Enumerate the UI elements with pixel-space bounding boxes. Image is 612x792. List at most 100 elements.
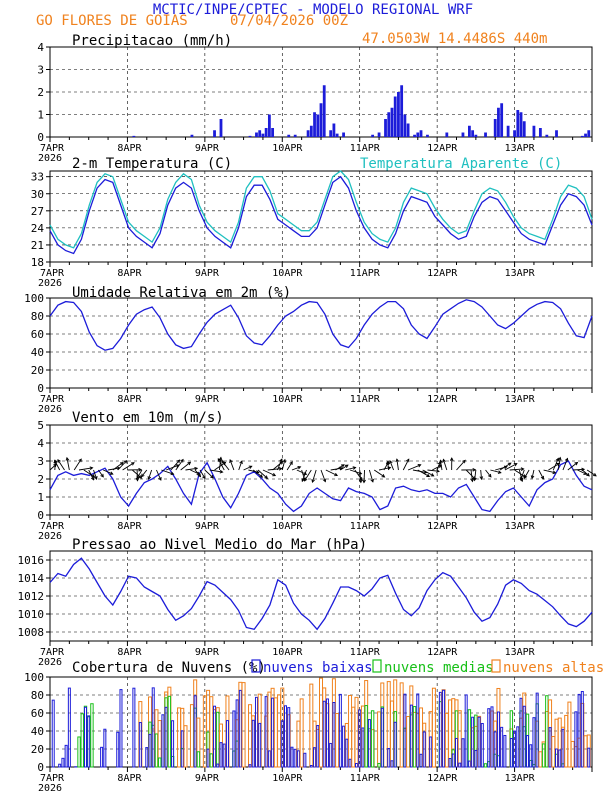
temp-xtick-label: 7APR: [40, 268, 65, 279]
wind-arrow-head: [470, 478, 474, 483]
cloud-mid-bar: [196, 751, 201, 768]
cloud-high-bar: [583, 735, 588, 768]
precip-xtick-label: 7APR: [40, 143, 65, 154]
precip-ytick-label: 1: [37, 109, 44, 122]
cloud-low-bar: [148, 733, 152, 768]
wind-ytick-label: 1: [37, 491, 44, 504]
precip-bar: [400, 85, 404, 137]
wind-arrow-head: [406, 458, 410, 463]
wind-arrow: [103, 469, 113, 475]
wind-arrow: [286, 461, 293, 471]
wind-arrow: [204, 469, 214, 479]
clouds-ytick-label: 40: [31, 725, 44, 738]
precip-bar: [335, 133, 339, 137]
cloud-low-bar: [574, 711, 578, 768]
precip-bar: [190, 134, 194, 137]
precip-bar: [545, 134, 549, 137]
wind-arrow: [112, 462, 124, 471]
clouds-xtick-label: 13APR: [505, 773, 536, 784]
pressure-xtick-label: 10APR: [272, 647, 303, 658]
precip-xtick-label: 11APR: [350, 143, 381, 154]
wind-arrow-head: [187, 461, 192, 466]
wind-arrow-head: [552, 470, 557, 475]
clouds-xtick-label: 8APR: [117, 773, 142, 784]
precip-bar: [403, 114, 407, 137]
wind-xtick-label: 8APR: [117, 521, 142, 532]
wind-arrow: [562, 458, 568, 471]
clouds-ytick-label: 80: [31, 689, 44, 702]
wind-arrow: [490, 469, 501, 474]
rh-ytick-label: 0: [37, 382, 44, 395]
wind-arrow: [474, 469, 477, 481]
cloud-low-bar: [522, 705, 526, 768]
cloud-low-bar: [61, 757, 65, 768]
wind-xtick-label: 7APR: [40, 521, 65, 532]
wind-arrow-head: [311, 479, 315, 484]
wind-arrow: [117, 460, 128, 471]
cloud-low-bar: [464, 694, 468, 768]
clouds-ytick-label: 20: [31, 743, 44, 756]
cloud-low-bar: [284, 705, 288, 768]
precip-bar: [264, 128, 268, 137]
precip-bar: [493, 119, 497, 137]
wind-arrow-head: [109, 471, 114, 475]
wind-arrow: [229, 459, 235, 471]
wind-arrow: [402, 458, 410, 471]
wind-arrow-head: [248, 465, 253, 469]
wind-arrow: [312, 469, 317, 483]
mid-cloud-legend-swatch: [372, 659, 382, 673]
cloud-low-bar: [238, 689, 242, 768]
cloud-low-bar: [58, 763, 62, 768]
cloud-high-bar: [273, 697, 278, 768]
cloud-low-bar: [393, 721, 397, 768]
wind-arrow: [301, 469, 307, 482]
precip-bar: [580, 135, 584, 137]
cloud-high-bar: [319, 677, 323, 768]
low-cloud-legend-swatch: [251, 659, 261, 673]
cloud-low-bar: [258, 722, 262, 768]
cloud-low-bar: [322, 700, 326, 768]
wind-arrow: [422, 469, 434, 477]
wind-arrow-head: [344, 464, 349, 469]
wind-arrow: [387, 461, 390, 471]
precip-bar: [387, 112, 391, 137]
cloud-low-bar: [477, 716, 481, 768]
pressure-year-label: 2026: [38, 657, 62, 668]
wind-arrow-head: [272, 472, 277, 477]
cloud-low-bar: [280, 720, 284, 768]
wind-arrow-head: [341, 464, 345, 468]
wind-arrow-head: [472, 467, 477, 472]
wind-xtick-label: 13APR: [505, 521, 536, 532]
cloud-low-bar: [271, 697, 275, 768]
cloud-high-bar: [551, 735, 556, 768]
cloud-low-bar: [225, 720, 229, 768]
high-cloud-legend-swatch: [491, 659, 501, 673]
main-title: MCTIC/INPE/CPTEC - MODELO REGIONAL WRF: [153, 2, 473, 18]
wind-arrow-head: [442, 458, 446, 463]
cloud-high-bar: [335, 713, 340, 768]
precip-bar: [587, 130, 591, 137]
cloud-low-bar: [87, 715, 91, 768]
precip-bar: [332, 123, 336, 137]
wind-arrow: [122, 462, 135, 471]
wind-arrow-head: [202, 475, 206, 480]
cloud-low-bar: [309, 764, 313, 768]
cloud-low-bar: [235, 699, 239, 768]
cloud-high-bar: [189, 704, 194, 768]
cloud-high-bar: [377, 711, 382, 768]
wind-arrow-head: [140, 473, 145, 478]
wind-arrow: [165, 464, 179, 471]
cloud-low-bar: [500, 726, 504, 768]
cloud-low-bar: [448, 758, 452, 768]
wind-arrow: [277, 458, 283, 471]
wind-arrow-head: [436, 469, 440, 473]
wind-arrow-head: [497, 470, 502, 474]
precip-bar: [319, 103, 323, 137]
rh-ytick-label: 60: [31, 328, 44, 341]
cloud-low-bar: [264, 696, 268, 768]
cloud-low-bar: [467, 760, 471, 768]
wind-arrow-head: [136, 475, 140, 480]
cloud-low-bar: [219, 742, 223, 768]
precip-bar: [390, 107, 394, 137]
wind-arrow-head: [426, 473, 431, 478]
